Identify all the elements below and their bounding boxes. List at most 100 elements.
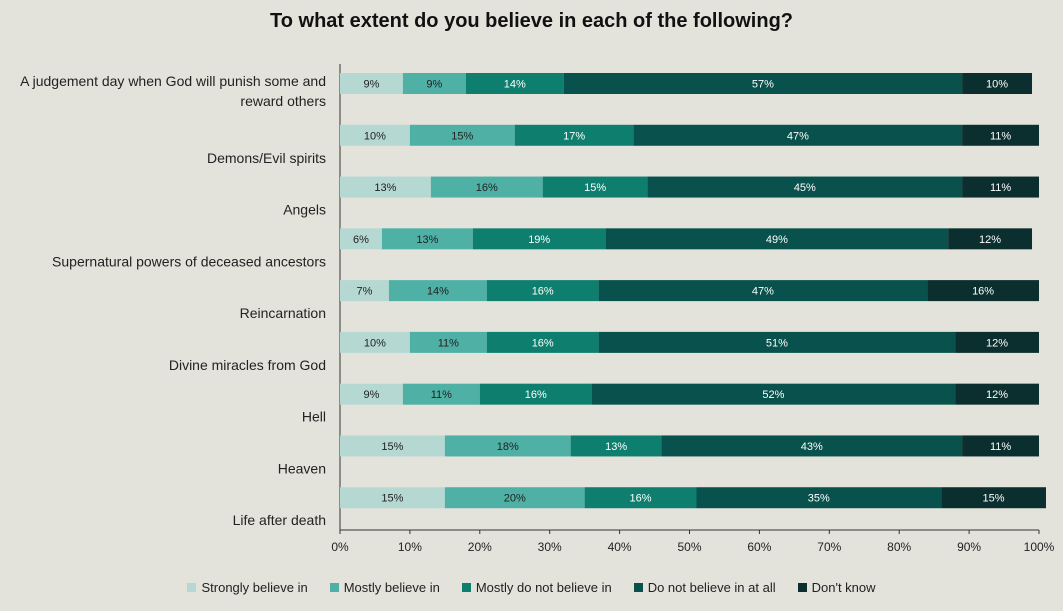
legend-swatch <box>797 583 807 592</box>
bar-segment <box>948 228 1033 250</box>
data-label: 15% <box>381 493 403 505</box>
legend-item: Mostly believe in <box>329 580 440 595</box>
bar-segment <box>563 73 963 94</box>
legend-item: Don't know <box>797 580 876 595</box>
data-label: 43% <box>801 441 823 453</box>
data-label: 11% <box>990 441 1011 453</box>
x-tick-label: 10% <box>398 540 422 554</box>
bar-segment <box>340 487 445 509</box>
data-label: 16% <box>532 337 554 349</box>
chart-legend: Strongly believe in Mostly believe in Most… <box>0 580 1063 595</box>
data-label: 11% <box>990 182 1011 194</box>
data-label: 47% <box>752 286 774 298</box>
data-label: 15% <box>584 182 606 194</box>
category-label: A judgement day when God will punish som… <box>20 73 326 109</box>
data-label: 11% <box>438 337 459 349</box>
bar-segment <box>381 228 473 250</box>
bar-segment <box>514 124 634 146</box>
bar-segment <box>962 73 1033 94</box>
x-tick-label: 0% <box>331 540 349 554</box>
x-tick-label: 20% <box>468 540 492 554</box>
bar-segment <box>962 176 1039 198</box>
bar-segment <box>340 280 389 302</box>
legend-item: Do not believe in at all <box>633 580 776 595</box>
bar-segment <box>661 435 963 457</box>
chart-title: To what extent do you believe in each of… <box>270 10 793 32</box>
data-label: 13% <box>605 441 627 453</box>
category-label: Divine miracles from God <box>169 357 326 373</box>
data-label: 49% <box>766 234 788 246</box>
bar-segment <box>927 280 1039 302</box>
bar-segment <box>570 435 662 457</box>
x-tick-label: 90% <box>957 540 981 554</box>
bar-segment <box>388 280 487 302</box>
legend-swatch <box>329 583 339 592</box>
data-label: 11% <box>990 130 1011 142</box>
data-label: 13% <box>374 182 396 194</box>
data-label: 12% <box>979 234 1001 246</box>
bar-segment <box>402 383 480 405</box>
category-label: Reincarnation <box>240 305 326 321</box>
data-label: 12% <box>986 337 1008 349</box>
data-label: 45% <box>794 182 816 194</box>
bar-segment <box>340 73 403 94</box>
data-label: 20% <box>504 493 526 505</box>
x-tick-label: 50% <box>677 540 701 554</box>
bar-segment <box>962 124 1039 146</box>
data-label: 14% <box>427 286 449 298</box>
category-label: Life after death <box>233 512 326 528</box>
x-tick-label: 40% <box>608 540 632 554</box>
data-label: 16% <box>532 286 554 298</box>
chart-plot: A judgement day when God will punish som… <box>20 64 1055 554</box>
data-label: 57% <box>752 79 774 91</box>
bar-segment <box>340 331 410 353</box>
x-tick-label: 30% <box>538 540 562 554</box>
data-label: 9% <box>364 79 380 91</box>
data-label: 15% <box>381 441 403 453</box>
category-label: Heaven <box>278 460 326 476</box>
data-label: 10% <box>986 79 1008 91</box>
legend-swatch <box>633 583 643 592</box>
data-label: 47% <box>787 130 809 142</box>
x-tick-label: 100% <box>1024 540 1055 554</box>
data-label: 11% <box>431 389 452 401</box>
data-label: 16% <box>972 286 994 298</box>
legend-item: Strongly believe in <box>187 580 308 595</box>
bar-segment <box>486 331 599 353</box>
data-label: 13% <box>416 234 438 246</box>
bar-segment <box>647 176 963 198</box>
data-label: 18% <box>497 441 519 453</box>
bar-segment <box>340 435 445 457</box>
bar-segment <box>542 176 648 198</box>
category-label: Angels <box>283 202 326 218</box>
bar-segment <box>955 383 1039 405</box>
category-label: Hell <box>302 409 326 425</box>
bar-segment <box>591 383 956 405</box>
data-label: 16% <box>476 182 498 194</box>
data-label: 16% <box>525 389 547 401</box>
data-label: 10% <box>364 130 386 142</box>
legend-label: Strongly believe in <box>201 580 308 595</box>
category-label: Supernatural powers of deceased ancestor… <box>52 253 326 269</box>
x-tick-label: 80% <box>887 540 911 554</box>
bar-segment <box>444 435 571 457</box>
data-label: 9% <box>426 79 442 91</box>
bar-segment <box>479 383 592 405</box>
data-label: 9% <box>364 389 380 401</box>
legend-swatch <box>187 583 197 592</box>
data-label: 19% <box>528 234 550 246</box>
data-label: 6% <box>353 234 369 246</box>
bar-segment <box>465 73 564 94</box>
legend-label: Don't know <box>811 580 876 595</box>
bar-segment <box>696 487 942 509</box>
data-label: 14% <box>504 79 526 91</box>
bar-segment <box>340 383 403 405</box>
legend-label: Mostly believe in <box>343 580 440 595</box>
bar-segment <box>340 228 382 250</box>
data-label: 17% <box>563 130 585 142</box>
data-label: 7% <box>357 286 373 298</box>
legend-label: Mostly do not believe in <box>475 580 612 595</box>
x-tick-label: 70% <box>817 540 841 554</box>
bar-segment <box>598 280 928 302</box>
bar-segment <box>444 487 585 509</box>
